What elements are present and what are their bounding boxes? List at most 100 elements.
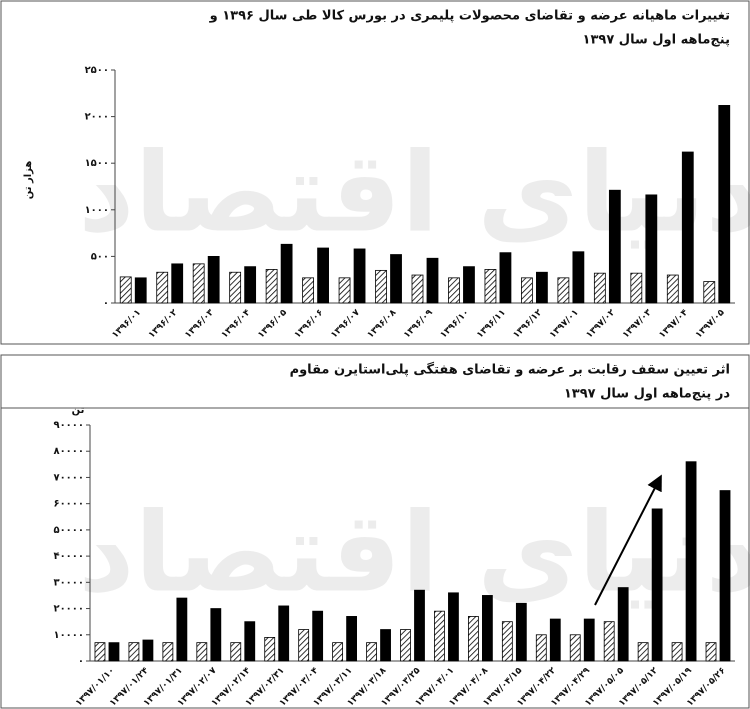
bar <box>317 247 329 304</box>
x-tick-label: ۱۳۹۶/۰۶ <box>293 308 326 341</box>
bar <box>608 189 621 304</box>
x-tick-label: ۱۳۹۶/۰۹ <box>402 307 435 340</box>
bar <box>515 602 527 662</box>
bar <box>535 634 547 662</box>
y-tick-label: ۲۰۰۰ <box>85 112 109 123</box>
bar <box>142 639 154 662</box>
bar <box>312 610 324 662</box>
x-tick-label: ۱۳۹۷/۰۵ <box>694 307 727 340</box>
y-axis-label: هزار تن <box>23 161 34 200</box>
bar <box>671 642 683 662</box>
x-tick-label: ۱۳۹۷/۰۴ <box>657 307 690 340</box>
bar <box>128 642 140 662</box>
bar <box>448 277 460 304</box>
y-tick-label: ۷۰۰۰۰ <box>53 472 84 483</box>
y-tick-label: ۱۰۰۰۰ <box>53 630 84 641</box>
x-tick-label: ۱۳۹۶/۰۱ <box>110 308 143 341</box>
bar <box>557 277 570 304</box>
bar <box>630 272 643 304</box>
bar <box>572 251 585 304</box>
y-tick-label: ۵۰۰ <box>91 251 109 262</box>
bar <box>467 616 479 662</box>
bar <box>366 642 377 662</box>
bar <box>244 621 256 662</box>
bar <box>549 618 561 662</box>
bar <box>280 243 293 304</box>
bar <box>637 642 649 662</box>
y-tick-label: ۱۰۰۰ <box>85 205 109 216</box>
chart-title: پنج‌ماهه اول سال ۱۳۹۷ <box>583 33 730 48</box>
bar <box>346 616 358 662</box>
x-tick-label: ۱۳۹۷/۰۱ <box>548 308 581 341</box>
y-tick-label: ۸۰۰۰۰ <box>53 446 84 457</box>
bar <box>119 276 132 304</box>
x-tick-label: ۱۳۹۶/۰۵ <box>256 307 289 340</box>
bar <box>171 263 184 304</box>
bar <box>651 508 663 662</box>
bar <box>681 151 694 304</box>
x-tick-label: ۱۳۹۶/۰۳ <box>183 307 216 340</box>
y-tick-label: ۹۰۰۰۰ <box>53 420 84 431</box>
bar <box>298 629 310 662</box>
bar <box>244 266 257 304</box>
trend-arrow <box>594 474 662 606</box>
x-tick-label: ۱۳۹۶/۰۲ <box>147 307 180 340</box>
bar <box>192 263 205 304</box>
bar <box>521 277 533 304</box>
bar <box>390 254 402 304</box>
bar <box>302 277 314 304</box>
bar <box>703 281 716 304</box>
bar <box>719 490 731 662</box>
bar <box>134 277 147 304</box>
bar <box>645 194 658 304</box>
y-tick-label: ۰ <box>78 656 84 667</box>
bar <box>94 642 106 662</box>
bar <box>210 608 222 662</box>
x-tick-label: ۱۳۹۶/۰۸ <box>366 307 399 340</box>
bar <box>176 597 188 662</box>
x-tick-label: ۱۳۹۷/۰۲ <box>585 307 618 340</box>
bar <box>448 592 459 662</box>
chart-title: اثر تعیین سقف رقابت بر عرضه و تقاضای هفت… <box>290 362 730 378</box>
bar <box>501 621 513 662</box>
bar <box>481 595 493 662</box>
bar <box>666 274 679 304</box>
bar <box>499 252 512 304</box>
bar <box>414 589 425 662</box>
bar <box>375 269 387 304</box>
x-tick-label: ۱۳۹۶/۰۷ <box>329 307 362 340</box>
chart-frame <box>0 354 750 709</box>
bar <box>400 629 411 662</box>
x-tick-label: ۱۳۹۶/۱۱ <box>475 308 508 341</box>
bar <box>196 642 208 662</box>
bar <box>463 266 475 304</box>
y-tick-label: ۱۵۰۰ <box>85 158 109 169</box>
bar <box>484 269 497 304</box>
bar <box>265 269 278 304</box>
bar <box>705 642 717 662</box>
bar <box>718 105 731 304</box>
bar <box>536 271 548 304</box>
bar <box>593 272 606 304</box>
bar <box>338 277 351 304</box>
bar <box>230 642 242 662</box>
watermark: دنیای اقتصاد <box>78 488 750 616</box>
x-tick-label: ۱۳۹۶/۱۲ <box>512 307 545 340</box>
watermark: دنیای اقتصاد <box>78 128 750 256</box>
y-tick-label: ۲۵۰۰ <box>85 65 109 76</box>
bar <box>380 629 391 662</box>
bar <box>617 587 629 662</box>
bar <box>278 605 290 662</box>
y-tick-label: ۰ <box>103 298 109 309</box>
bar <box>353 248 366 304</box>
y-tick-label: ۴۰۰۰۰ <box>53 551 84 562</box>
x-tick-label: ۱۳۹۶/۱۰ <box>439 308 472 341</box>
bar <box>108 642 120 662</box>
x-tick-label: ۱۳۹۷/۰۳ <box>621 307 654 340</box>
bar <box>156 271 169 304</box>
bar <box>229 271 242 304</box>
bar <box>434 610 445 662</box>
bar <box>264 637 276 662</box>
x-tick-label: ۱۳۹۶/۰۴ <box>220 307 253 340</box>
